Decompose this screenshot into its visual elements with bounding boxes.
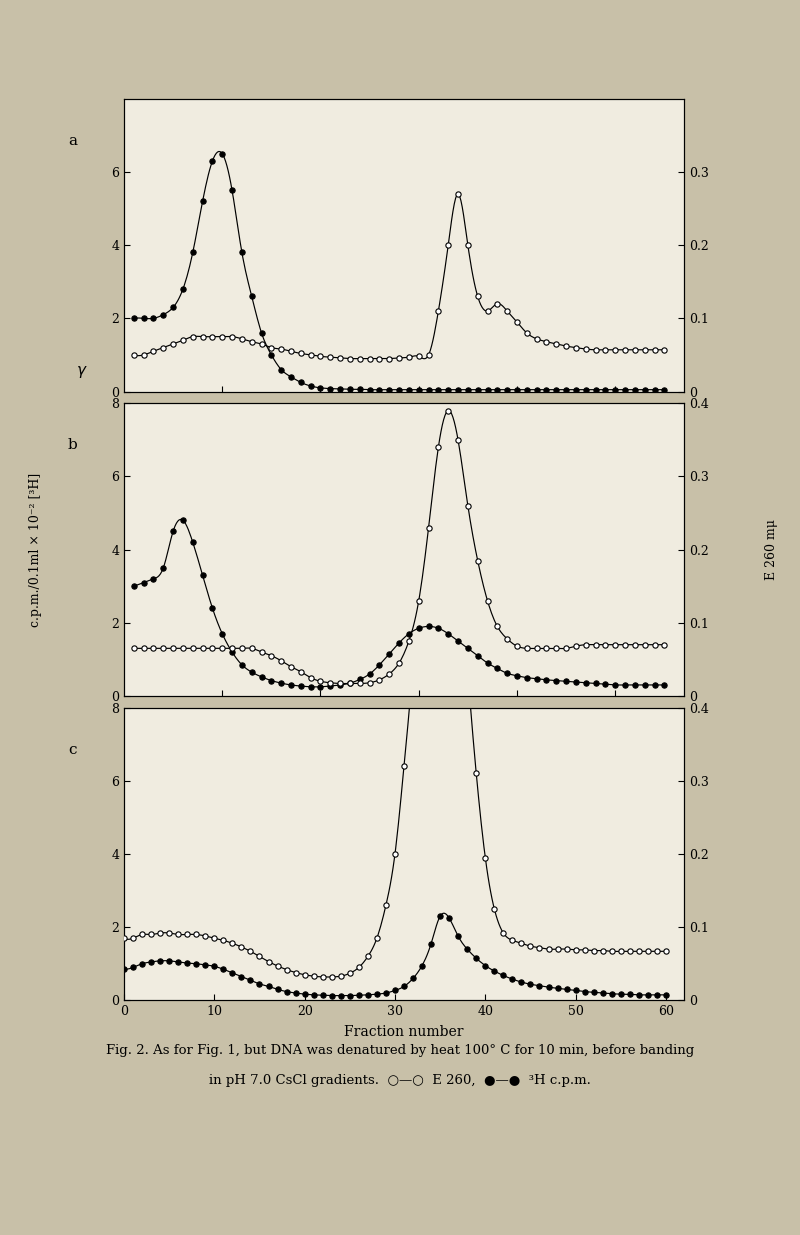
Text: $\gamma$: $\gamma$ [76,364,88,380]
Text: c.p.m./0.1ml × 10⁻² [³H]: c.p.m./0.1ml × 10⁻² [³H] [30,473,42,626]
Text: in pH 7.0 CsCl gradients.  ○—○  E 260,  ●—●  ³H c.p.m.: in pH 7.0 CsCl gradients. ○—○ E 260, ●—●… [209,1074,591,1088]
Text: c: c [68,742,77,757]
Text: a: a [68,133,77,148]
Text: b: b [68,438,78,452]
Text: Fig. 2. As for Fig. 1, but DNA was denatured by heat 100° C for 10 min, before b: Fig. 2. As for Fig. 1, but DNA was denat… [106,1044,694,1057]
X-axis label: Fraction number: Fraction number [344,1025,464,1039]
Text: E 260 mμ: E 260 mμ [766,519,778,580]
